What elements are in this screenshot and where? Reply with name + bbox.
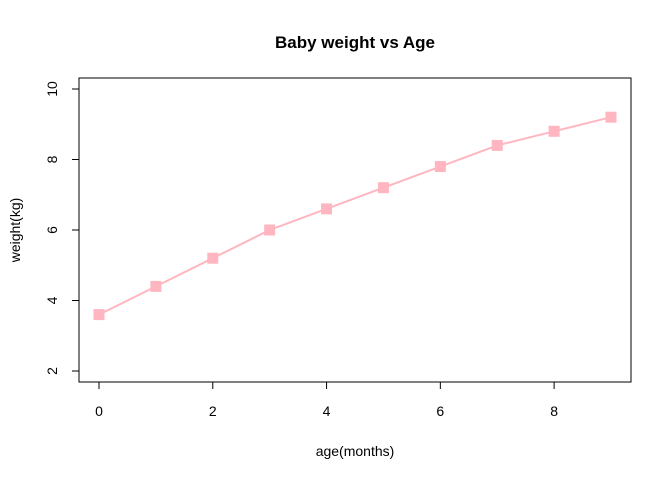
data-point-marker bbox=[605, 111, 617, 123]
data-point-marker bbox=[93, 309, 105, 321]
series-line bbox=[98, 116, 612, 316]
x-axis-label: age(months) bbox=[316, 443, 395, 459]
series-layer bbox=[93, 111, 617, 321]
x-axis: 0 2 4 6 8 bbox=[95, 382, 558, 419]
data-point-marker bbox=[150, 280, 162, 292]
y-tick-label: 10 bbox=[44, 81, 60, 97]
data-point-marker bbox=[377, 182, 389, 194]
x-tick-label: 8 bbox=[550, 403, 558, 419]
y-axis-label: weight(kg) bbox=[7, 198, 23, 264]
x-tick-label: 0 bbox=[95, 403, 103, 419]
y-tick-label: 2 bbox=[44, 367, 60, 375]
data-point-marker bbox=[207, 252, 219, 264]
x-tick-label: 4 bbox=[323, 403, 331, 419]
plot-area-border bbox=[78, 77, 632, 383]
y-tick-label: 4 bbox=[44, 296, 60, 304]
x-tick-label: 2 bbox=[209, 403, 217, 419]
y-tick-label: 6 bbox=[44, 226, 60, 234]
data-point-marker bbox=[491, 139, 503, 151]
data-point-marker bbox=[264, 224, 276, 236]
y-axis: 2 4 6 8 10 bbox=[44, 81, 79, 375]
data-point-marker bbox=[434, 161, 446, 173]
x-tick-label: 6 bbox=[436, 403, 444, 419]
chart-title: Baby weight vs Age bbox=[275, 33, 435, 52]
y-tick-label: 8 bbox=[44, 155, 60, 163]
data-point-marker bbox=[548, 125, 560, 137]
data-point-marker bbox=[321, 203, 333, 215]
